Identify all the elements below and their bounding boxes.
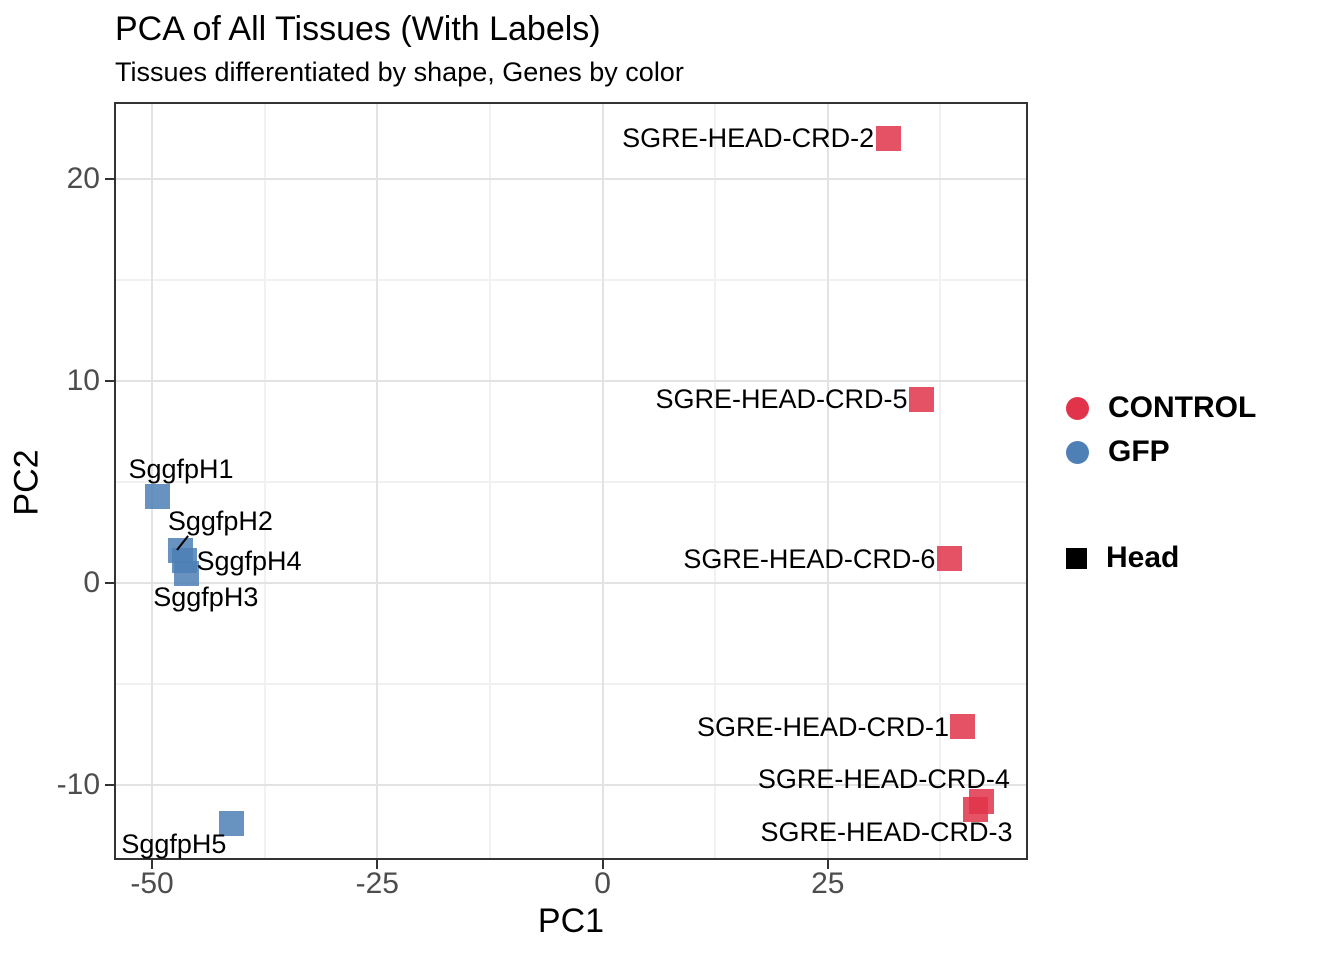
plot-title: PCA of All Tissues (With Labels) (115, 10, 601, 48)
y-axis-tick-label: 20 (66, 161, 100, 195)
data-point-sgre-head-crd-1 (949, 714, 975, 740)
data-point-sggfph5 (218, 811, 244, 837)
data-point-sgre-head-crd-6 (936, 546, 962, 572)
gfp-color-swatch-icon (1066, 440, 1089, 464)
x-major-gridline (601, 104, 604, 858)
x-axis-tick (151, 860, 154, 869)
x-axis-tick (826, 860, 829, 869)
point-label-sgre-head-crd-2: SGRE-HEAD-CRD-2 (622, 123, 875, 154)
y-major-gridline (116, 379, 1026, 382)
point-label-sgre-head-crd-3: SGRE-HEAD-CRD-3 (760, 817, 1013, 848)
data-point-sggfph1 (144, 483, 170, 509)
data-point-sggfph3 (173, 561, 199, 587)
x-axis-tick-label: 25 (811, 867, 845, 900)
y-axis-tick-label: 10 (66, 363, 100, 397)
y-axis-tick-label: 0 (83, 566, 100, 600)
legend-item-gfp: GFP (1066, 430, 1256, 474)
y-axis-tick (105, 582, 114, 585)
point-label-sggfph3: SggfpH3 (153, 581, 259, 612)
y-minor-gridline (116, 481, 1026, 483)
head-shape-swatch-icon (1066, 547, 1087, 569)
x-axis-tick (376, 860, 379, 869)
legend-label-gfp: GFP (1108, 435, 1170, 468)
legend-gap (1066, 474, 1256, 536)
control-color-swatch-icon (1066, 396, 1089, 420)
y-major-gridline (116, 177, 1026, 180)
x-major-gridline (826, 104, 829, 858)
y-axis-tick-label: -10 (56, 768, 100, 802)
legend: CONTROL GFP Head (1066, 386, 1256, 580)
y-axis-tick (105, 379, 114, 382)
point-label-sgre-head-crd-1: SGRE-HEAD-CRD-1 (696, 711, 950, 742)
x-axis-tick-label: 0 (594, 867, 611, 900)
legend-label-head: Head (1106, 541, 1180, 574)
legend-item-head: Head (1066, 536, 1256, 580)
x-axis-title: PC1 (537, 902, 605, 940)
y-minor-gridline (116, 278, 1026, 281)
point-label-sgre-head-crd-4: SGRE-HEAD-CRD-4 (757, 764, 1010, 795)
point-label-sggfph1: SggfpH1 (128, 454, 234, 485)
data-point-sgre-head-crd-3 (963, 796, 989, 822)
data-point-sgre-head-crd-2 (875, 125, 901, 151)
y-minor-gridline (116, 683, 1026, 686)
x-axis-tick-label: -25 (355, 867, 399, 900)
point-label-sggfph5: SggfpH5 (121, 828, 227, 859)
x-axis-tick (601, 860, 604, 869)
data-point-sgre-head-crd-5 (908, 386, 934, 412)
point-label-sgre-head-crd-6: SGRE-HEAD-CRD-6 (683, 543, 936, 574)
y-major-gridline (116, 784, 1026, 787)
point-label-sggfph4: SggfpH4 (196, 545, 302, 576)
y-major-gridline (116, 582, 1026, 585)
legend-item-control: CONTROL (1066, 386, 1256, 430)
point-label-sgre-head-crd-5: SGRE-HEAD-CRD-5 (655, 384, 908, 415)
x-major-gridline (376, 104, 379, 858)
y-axis-tick (105, 784, 114, 787)
point-label-sggfph2: SggfpH2 (167, 505, 273, 536)
x-major-gridline (151, 104, 154, 858)
legend-label-control: CONTROL (1108, 391, 1257, 424)
y-axis-title: PC2 (7, 449, 46, 516)
x-axis-tick-label: -50 (130, 867, 174, 900)
plot-subtitle: Tissues differentiated by shape, Genes b… (115, 57, 684, 87)
y-axis-tick (105, 177, 114, 180)
plot-panel: SGRE-HEAD-CRD-2 SGRE-HEAD-CRD-5 SGRE-HEAD-… (114, 102, 1028, 860)
